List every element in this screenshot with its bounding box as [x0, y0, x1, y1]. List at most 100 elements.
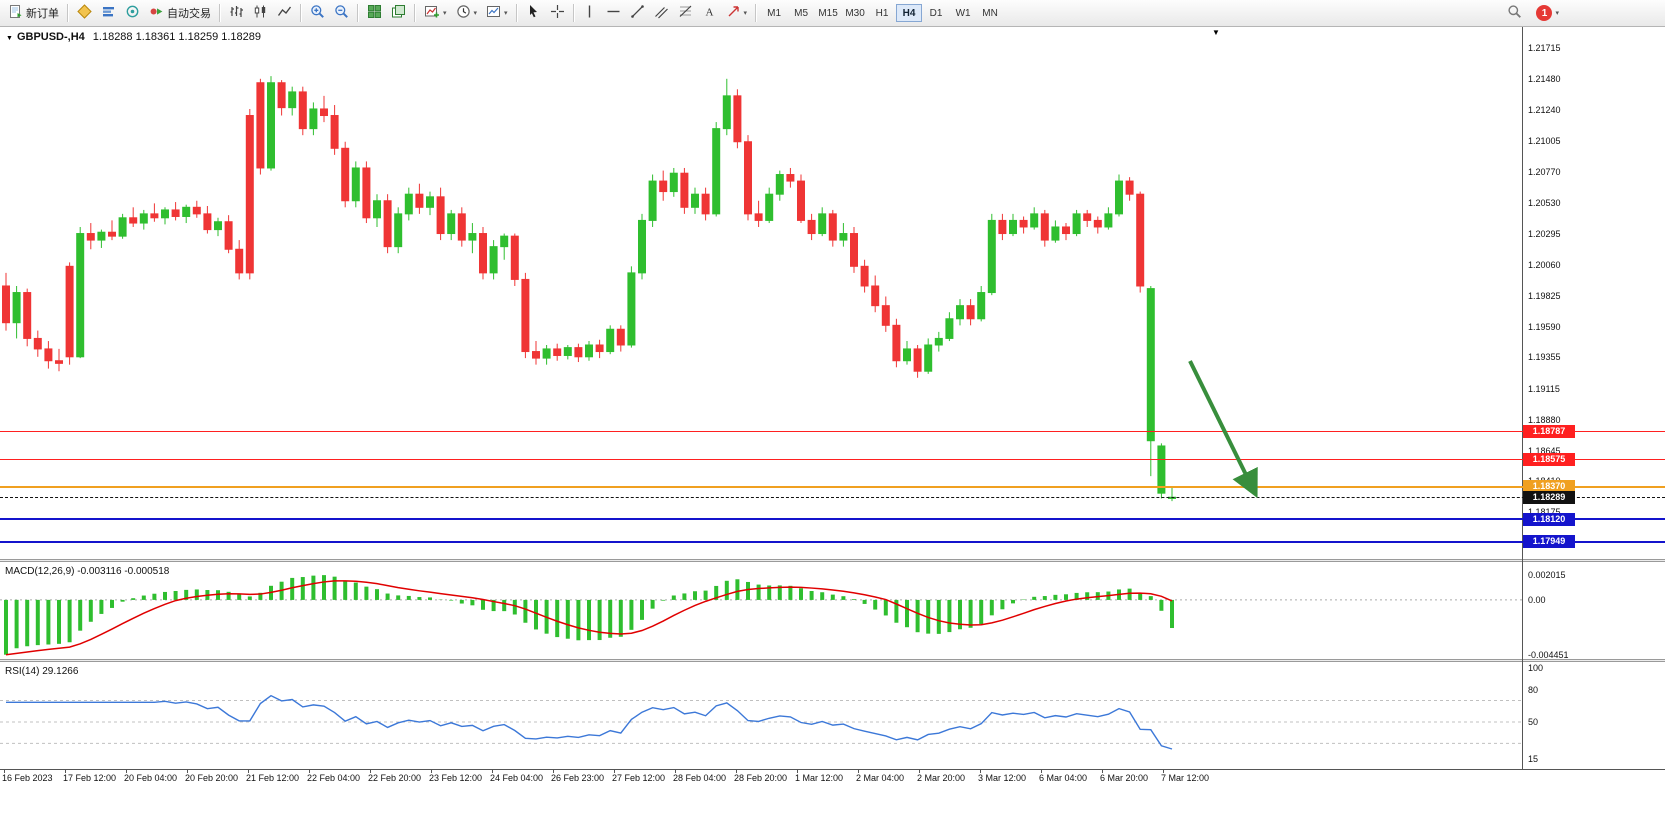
metaeditor-button[interactable]: [73, 3, 96, 23]
time-axis-tick: [126, 769, 127, 773]
price-axis-label: 1.21480: [1528, 73, 1561, 84]
timeframe-m1[interactable]: M1: [761, 4, 787, 22]
market-watch-button[interactable]: [97, 3, 120, 23]
timeframe-h1[interactable]: H1: [869, 4, 895, 22]
new-order-label: 新订单: [26, 8, 59, 20]
periods-button[interactable]: ▾: [452, 3, 482, 23]
time-axis-tick: [858, 769, 859, 773]
price-axis-label: 1.20770: [1528, 166, 1561, 177]
time-axis-label: 22 Feb 04:00: [307, 773, 361, 783]
zoom-in-button[interactable]: [306, 3, 329, 23]
price-axis-label: 1.18645: [1528, 445, 1561, 456]
chevron-down-icon: ▾: [473, 9, 478, 17]
macd-axis-label: -0.004451: [1528, 649, 1569, 660]
timeframe-m5[interactable]: M5: [788, 4, 814, 22]
cascade-windows-button[interactable]: [387, 3, 410, 23]
indicators-icon: [424, 4, 440, 22]
toolbar-separator: [572, 4, 575, 22]
toolbar-separator: [219, 4, 221, 22]
indicators-button[interactable]: ▾: [420, 3, 451, 23]
price-axis-label: 1.21005: [1528, 136, 1561, 147]
time-axis-label: 2 Mar 20:00: [917, 773, 966, 783]
panel-splitter[interactable]: [0, 559, 1665, 562]
chart-shift-marker[interactable]: ▼: [1212, 28, 1220, 37]
tile-windows-icon: [367, 4, 382, 22]
rsi-name: RSI(14): [5, 666, 40, 677]
rsi-indicator-canvas[interactable]: [0, 663, 1522, 767]
panel-splitter[interactable]: [0, 659, 1665, 662]
chart-window[interactable]: ▼ GBPUSD-,H4 1.18288 1.18361 1.18259 1.182…: [0, 27, 1665, 789]
market-watch-icon: [101, 4, 116, 22]
time-axis-tick: [492, 769, 493, 773]
timeframe-m30[interactable]: M30: [842, 4, 868, 22]
timeframe-h4[interactable]: H4: [896, 4, 923, 22]
trendline-icon: [630, 4, 645, 22]
resistance-line-1[interactable]: [0, 431, 1665, 433]
trendline-tool-button[interactable]: [626, 3, 649, 23]
chevron-down-icon: ▾: [443, 9, 447, 17]
timeframe-mn[interactable]: MN: [977, 4, 1003, 22]
ohlc-readout: 1.18288 1.18361 1.18259 1.18289: [92, 31, 261, 43]
bar-chart-button[interactable]: [225, 3, 248, 23]
time-axis-label: 28 Feb 04:00: [673, 773, 727, 783]
chevron-down-icon: ▾: [1555, 9, 1559, 17]
time-axis-tick: [248, 769, 249, 773]
autotrading-label: 自动交易: [167, 8, 211, 20]
cursor-icon: [526, 4, 541, 22]
time-axis-label: 17 Feb 12:00: [63, 773, 117, 783]
support-line-2[interactable]: [0, 540, 1665, 543]
time-axis-label: 20 Feb 20:00: [185, 773, 239, 783]
support-line-1[interactable]: [0, 518, 1665, 521]
timeframe-w1[interactable]: W1: [950, 4, 976, 22]
time-axis-tick: [309, 769, 310, 773]
notification-button[interactable]: 1 ▾: [1532, 3, 1563, 23]
time-axis-label: 3 Mar 12:00: [978, 773, 1027, 783]
annotation-canvas: [1188, 360, 1258, 499]
new-order-button[interactable]: 新订单: [4, 3, 63, 23]
new-order-icon: [8, 4, 23, 22]
time-axis-tick: [187, 769, 188, 773]
price-axis-label: 1.18880: [1528, 414, 1561, 425]
autotrading-button[interactable]: 自动交易: [145, 3, 215, 23]
timeframe-d1[interactable]: D1: [923, 4, 949, 22]
fibonacci-tool-button[interactable]: [674, 3, 697, 23]
search-button[interactable]: [1503, 3, 1526, 23]
price-line-box: 1.18575: [1523, 453, 1575, 467]
crosshair-button[interactable]: [546, 3, 569, 23]
templates-button[interactable]: ▾: [482, 3, 512, 23]
rsi-value: 29.1266: [42, 666, 79, 677]
time-axis-tick: [431, 769, 432, 773]
text-tool-button[interactable]: A: [698, 3, 721, 23]
time-axis-tick: [65, 769, 66, 773]
time-axis-tick: [370, 769, 371, 773]
time-axis-label: 23 Feb 12:00: [429, 773, 483, 783]
time-axis-tick: [553, 769, 554, 773]
text-icon: A: [702, 4, 717, 22]
zoom-in-ic8on: [310, 4, 325, 22]
time-axis-tick: [614, 769, 615, 773]
price-axis-label: 1.21240: [1528, 105, 1561, 116]
navigator-button[interactable]: [121, 3, 144, 23]
resistance-line-2[interactable]: [0, 459, 1665, 461]
zoom-out-button[interactable]: [330, 3, 353, 23]
tile-windows-button[interactable]: [363, 3, 386, 23]
price-axis-label: 1.19590: [1528, 321, 1561, 332]
macd-indicator-canvas[interactable]: [0, 563, 1522, 659]
channel-tool-button[interactable]: [650, 3, 673, 23]
cursor-button[interactable]: [522, 3, 545, 23]
current-price-line[interactable]: [0, 496, 1665, 498]
line-chart-icon: [277, 4, 292, 22]
candlestick-chart-canvas[interactable]: [0, 27, 1522, 559]
vertical-line-tool-button[interactable]: [579, 3, 601, 23]
trend-arrow-annotation[interactable]: [1188, 360, 1258, 499]
candlestick-chart-button[interactable]: [249, 3, 272, 23]
horizontal-line-tool-button[interactable]: [602, 3, 625, 23]
pivot-line[interactable]: [0, 485, 1665, 488]
cascade-windows-icon: [391, 4, 406, 22]
timeframe-m15[interactable]: M15: [815, 4, 841, 22]
arrows-tool-button[interactable]: ▾: [722, 3, 752, 23]
line-chart-button[interactable]: [273, 3, 296, 23]
time-axis-tick: [675, 769, 676, 773]
time-axis-label: 28 Feb 20:00: [734, 773, 788, 783]
